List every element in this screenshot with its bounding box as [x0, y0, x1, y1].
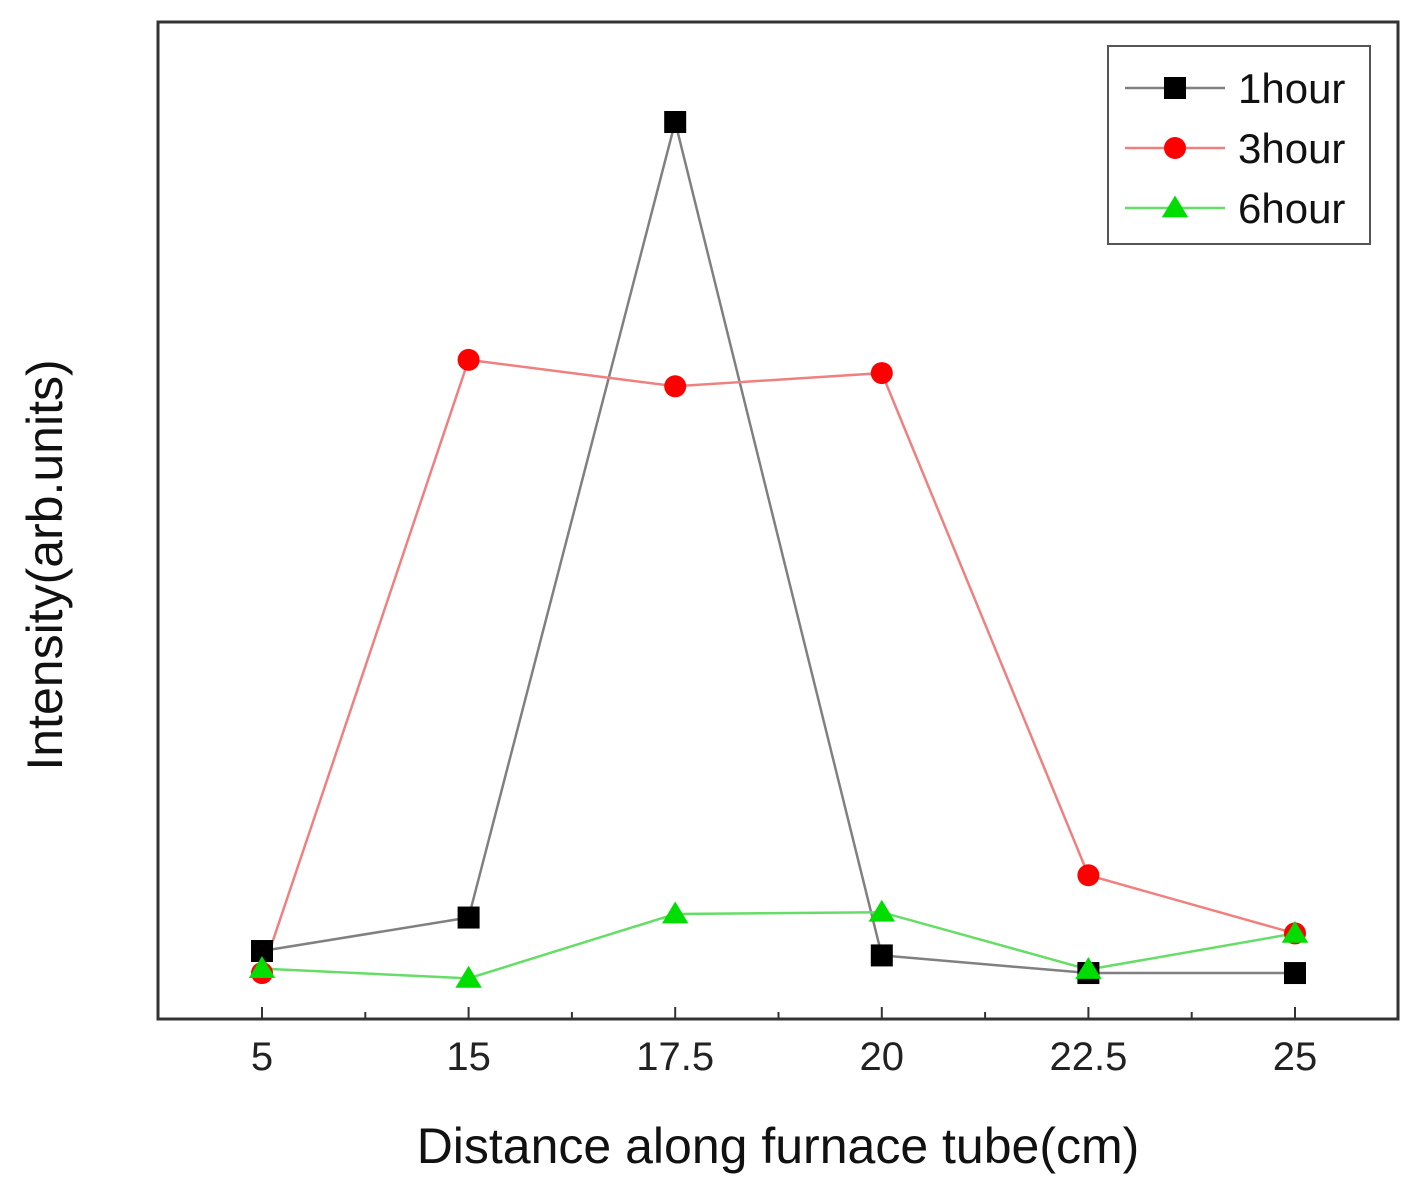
series-layer	[248, 111, 1309, 988]
x-tick-label: 22.5	[1049, 1035, 1127, 1079]
legend-label: 6hour	[1238, 185, 1345, 232]
series-line	[261, 911, 1296, 980]
series-markers-6hour	[248, 899, 1309, 988]
legend-label: 3hour	[1238, 125, 1345, 172]
data-point	[868, 899, 895, 922]
legend: 1hour 3hour 6hour	[1107, 45, 1371, 245]
series-1hour	[261, 121, 1295, 975]
data-point	[1075, 956, 1102, 979]
x-tick-label: 5	[251, 1035, 273, 1079]
data-point	[248, 956, 276, 979]
x-tick-label: 17.5	[636, 1035, 714, 1079]
series-3hour	[260, 358, 1296, 974]
data-point	[870, 944, 893, 967]
data-point	[457, 906, 480, 929]
legend-marker	[1164, 77, 1186, 99]
data-point	[251, 940, 273, 963]
data-point	[664, 375, 687, 398]
series-line	[261, 121, 1295, 975]
x-tick-label: 20	[860, 1035, 905, 1079]
series-line	[260, 358, 1296, 974]
series-6hour	[261, 911, 1296, 980]
x-axis: 5 15 17.5 20 22.5 25	[251, 1007, 1317, 1079]
data-point	[1281, 920, 1309, 943]
data-point	[457, 348, 480, 371]
data-point	[664, 111, 687, 133]
y-axis-title: Intensity(arb.units)	[17, 359, 73, 770]
legend-box	[1107, 45, 1371, 245]
series-markers-1hour	[251, 111, 1306, 985]
x-tick-label: 15	[446, 1035, 491, 1079]
data-point	[870, 362, 893, 385]
data-point	[1077, 864, 1100, 887]
legend-marker	[1161, 195, 1189, 218]
legend-marker	[1164, 137, 1186, 159]
data-point	[1284, 962, 1306, 985]
x-axis-title: Distance along furnace tube(cm)	[417, 1118, 1140, 1174]
data-point	[662, 901, 689, 924]
legend-label: 1hour	[1238, 65, 1345, 112]
data-point	[455, 965, 482, 988]
x-tick-label: 25	[1273, 1035, 1318, 1079]
